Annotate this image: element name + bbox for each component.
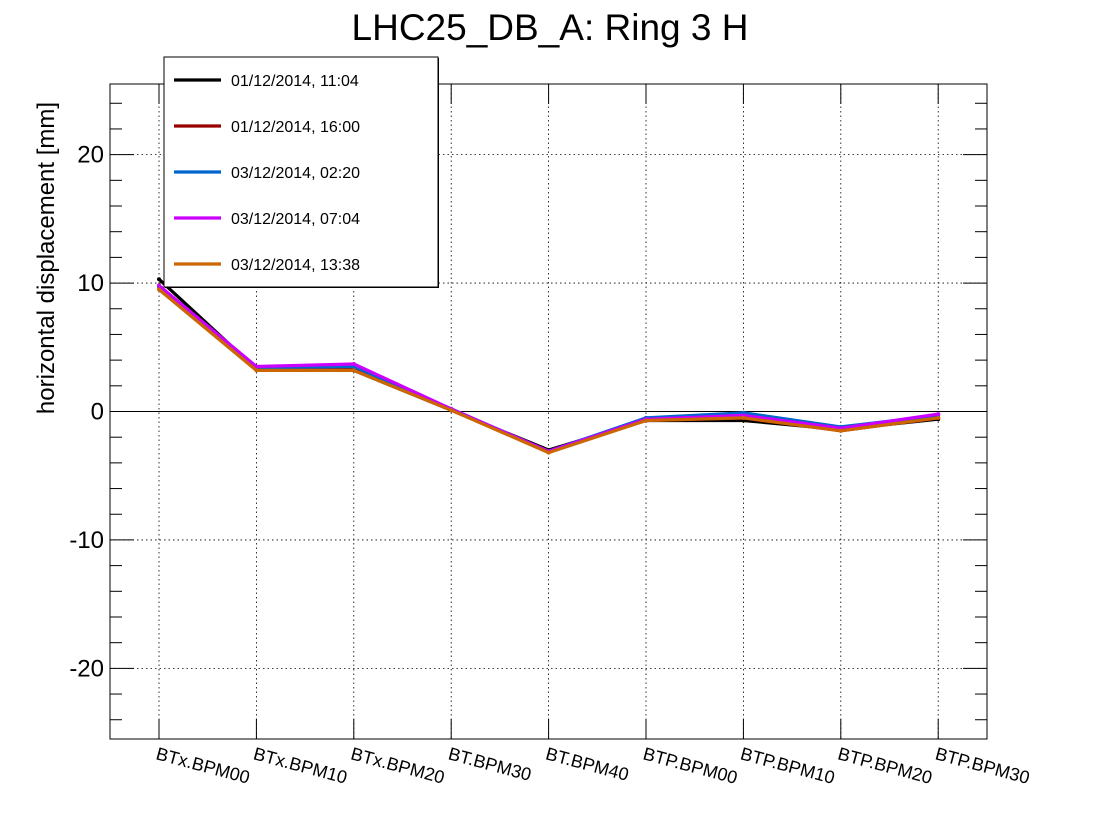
x-tick-label: BTP.BPM20 (836, 744, 935, 788)
legend-label: 01/12/2014, 16:00 (231, 119, 360, 136)
legend-label: 03/12/2014, 02:20 (231, 165, 360, 182)
x-tick-label: BTx.BPM00 (154, 744, 252, 788)
data-point (936, 412, 941, 417)
x-tick-label: BTP.BPM10 (738, 744, 837, 788)
legend-label: 03/12/2014, 13:38 (231, 257, 360, 274)
x-tick-label: BTx.BPM10 (251, 744, 349, 788)
legend-label: 03/12/2014, 07:04 (231, 211, 360, 228)
legend: 01/12/2014, 11:04 01/12/2014, 16:00 03/12/… (163, 56, 439, 288)
x-tick-label: BTx.BPM20 (349, 744, 447, 788)
x-tick-label: BTP.BPM00 (641, 744, 740, 788)
chart-title: LHC25_DB_A: Ring 3 H (352, 7, 749, 48)
data-point (351, 368, 356, 373)
y-tick-label: 10 (77, 270, 104, 297)
data-point (838, 428, 843, 433)
data-point (449, 408, 454, 413)
data-point (741, 415, 746, 420)
data-point (157, 283, 161, 288)
data-point (546, 450, 551, 455)
data-point (157, 287, 161, 292)
y-tick-label: 20 (77, 142, 104, 169)
y-tick-label: 0 (91, 399, 104, 426)
x-tick-label: BT.BPM40 (544, 744, 631, 785)
data-point (351, 361, 356, 366)
data-point (254, 368, 259, 373)
series-lines (157, 277, 941, 455)
data-point (936, 415, 941, 420)
data-point (644, 418, 648, 423)
data-point (157, 277, 161, 282)
x-tick-label: BT.BPM30 (446, 744, 533, 785)
y-tick-label: -10 (69, 527, 104, 554)
legend-label: 01/12/2014, 11:04 (231, 73, 359, 90)
y-tick-label: -20 (69, 655, 104, 682)
y-axis-label: horizontal displacement [mm] (33, 102, 60, 414)
x-tick-label: BTP.BPM30 (933, 744, 1032, 788)
